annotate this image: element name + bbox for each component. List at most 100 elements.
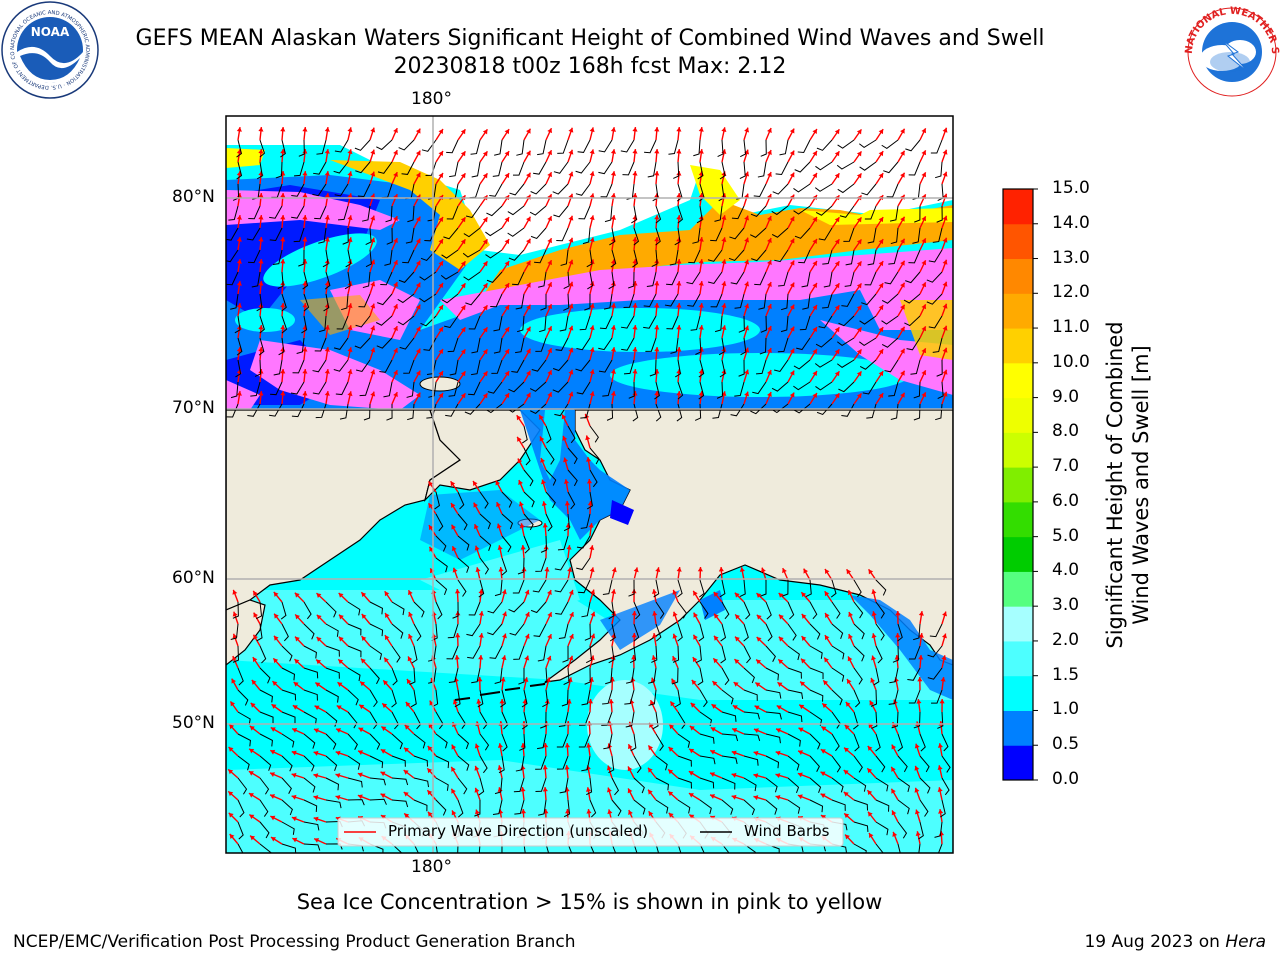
wind-barb — [369, 733, 381, 750]
wave-arrow-head — [295, 614, 300, 620]
svg-text:NATIONAL WEATHER SERVICE: NATIONAL WEATHER SERVICE — [0, 0, 1280, 55]
wind-barb — [908, 161, 921, 176]
wind-barb — [298, 139, 305, 157]
wind-barb — [391, 799, 409, 808]
wave-arrow-head — [789, 326, 795, 332]
wind-barb — [831, 799, 846, 811]
wave-arrow-head — [324, 193, 330, 198]
wave-arrow-head — [731, 772, 737, 778]
wind-barb — [823, 271, 833, 288]
wind-barb — [303, 645, 317, 659]
wind-barb — [655, 601, 665, 619]
wind-barb — [625, 711, 635, 728]
wind-barb — [538, 271, 547, 288]
wind-barb — [677, 579, 683, 598]
wind-barb — [602, 579, 613, 595]
colorbar-tick-label: 4.0 — [1052, 560, 1080, 581]
land-wrangel — [419, 376, 461, 392]
wind-barb — [347, 777, 363, 788]
wind-barb — [236, 139, 243, 158]
wind-barb — [929, 623, 943, 638]
wind-barb — [507, 227, 525, 237]
wave-arrow-head — [900, 348, 905, 354]
wave-arrow-head — [834, 393, 840, 399]
wave-arrow-head — [270, 772, 275, 777]
wind-barb — [542, 689, 549, 708]
wave-arrow-head — [713, 591, 719, 597]
wave-arrow-head — [755, 682, 761, 688]
wind-barb — [567, 491, 576, 510]
wave-arrow-head — [800, 658, 806, 664]
wave-arrow-head — [292, 728, 298, 733]
wind-barb — [492, 161, 503, 177]
wind-barb — [376, 139, 393, 151]
wind-barb — [493, 337, 503, 354]
wave-arrow-head — [280, 259, 286, 264]
wind-barb — [435, 513, 444, 532]
wind-barb — [721, 689, 734, 705]
wave-arrow-head — [337, 682, 343, 687]
wave-arrow-head — [721, 259, 727, 265]
wind-barb — [533, 161, 547, 175]
wave-arrow-head — [632, 325, 638, 330]
wave-arrow-head — [744, 369, 750, 375]
wind-barb — [601, 711, 613, 726]
wave-arrow-head — [632, 369, 638, 374]
wind-barb — [710, 293, 723, 308]
wave-arrow-head — [891, 766, 896, 772]
wind-barb — [545, 425, 552, 444]
wave-arrow-head — [230, 701, 236, 707]
wind-barb — [413, 733, 426, 749]
wave-arrow-head — [654, 281, 660, 286]
wave-arrow-head — [942, 149, 948, 155]
wave-arrow-head — [689, 814, 695, 820]
wind-barb — [793, 403, 811, 414]
wind-barb — [621, 337, 635, 351]
wind-barb — [303, 293, 310, 312]
wind-barb — [515, 337, 525, 354]
wave-arrow-head — [767, 282, 772, 287]
wind-barb — [576, 557, 591, 571]
wave-arrow-head — [564, 743, 571, 748]
wind-barb — [545, 843, 550, 853]
wind-barb — [424, 227, 437, 242]
colorbar-tick-label: 0.0 — [1052, 769, 1080, 789]
wind-barb — [655, 843, 660, 853]
colorbar-tick-label: 11.0 — [1052, 317, 1090, 338]
wind-barb — [585, 645, 593, 664]
wave-arrow-head — [812, 348, 817, 354]
wind-barb — [277, 271, 284, 290]
wind-barb — [666, 271, 679, 286]
wave-arrow-head — [610, 149, 616, 154]
colorbar-segment — [1003, 293, 1033, 329]
wind-barb — [457, 799, 464, 818]
wave-arrow-head — [611, 567, 617, 573]
wind-barb — [699, 755, 716, 765]
wave-arrow-head — [358, 750, 363, 755]
wave-arrow-head — [270, 837, 276, 842]
wave-arrow-head — [370, 347, 376, 353]
wave-arrow-head — [812, 260, 817, 266]
wind-barb — [754, 271, 767, 286]
wave-arrow-head — [451, 744, 457, 750]
wind-barb — [853, 645, 865, 662]
wave-arrow-head — [497, 787, 503, 793]
wind-barb — [648, 689, 657, 706]
wind-barb — [501, 491, 513, 508]
wind-barb — [441, 249, 459, 259]
wind-barb — [930, 139, 943, 154]
wave-arrow-head — [775, 750, 781, 756]
wind-barb — [226, 271, 239, 286]
wind-barb — [577, 139, 591, 153]
wind-barb — [398, 271, 415, 283]
wind-barb — [655, 799, 669, 814]
wind-barb — [626, 667, 635, 684]
wind-barb — [677, 381, 684, 400]
wind-barb — [647, 161, 657, 178]
wind-barb — [259, 645, 267, 664]
wave-arrow-head — [474, 765, 480, 771]
wind-barb — [474, 799, 481, 817]
wave-arrow-head — [942, 237, 948, 243]
wave-arrow-head — [540, 457, 546, 463]
wave-arrow-head — [921, 150, 927, 156]
